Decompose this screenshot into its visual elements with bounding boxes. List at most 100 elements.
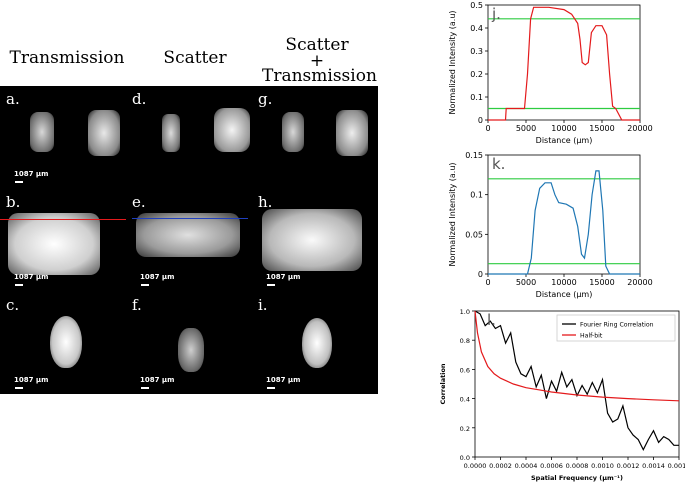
panel-label: j. xyxy=(491,5,501,23)
x-axis-label: Distance (μm) xyxy=(536,136,593,145)
profile-line-blue xyxy=(132,218,248,219)
sample-blob xyxy=(50,316,82,368)
scale-bar xyxy=(15,284,23,286)
panel-b: b. 1087 μm xyxy=(0,189,126,292)
legend-entry: Fourier Ring Correlation xyxy=(580,322,654,329)
y-axis-label: Correlation xyxy=(439,363,447,404)
x-tick-label: 0.0008 xyxy=(566,462,589,470)
x-tick-label: 0.0010 xyxy=(591,462,614,470)
panel-label: l. xyxy=(487,311,496,329)
x-tick-label: 0.0000 xyxy=(464,462,487,470)
legend-entry: Half-bit xyxy=(580,333,603,340)
panel-c: c. 1087 μm xyxy=(0,292,126,394)
scale-label: 1087 μm xyxy=(14,170,49,178)
y-tick-label: 0.15 xyxy=(465,151,483,160)
y-tick-label: 0.4 xyxy=(470,24,483,33)
series-line xyxy=(474,310,679,452)
y-tick-label: 0.2 xyxy=(460,425,470,433)
scale-bar xyxy=(15,387,23,389)
image-grid: a. 1087 μm d. g. b. 1087 μm e. 1087 μm h… xyxy=(0,86,378,394)
y-tick-label: 0 xyxy=(478,270,483,279)
y-tick-label: 0.5 xyxy=(470,1,483,10)
y-tick-label: 1.0 xyxy=(460,308,470,316)
scale-label: 1087 μm xyxy=(266,273,301,281)
scale-label: 1087 μm xyxy=(14,273,49,281)
x-tick-label: 20000 xyxy=(627,124,652,133)
sample-blob xyxy=(302,318,332,368)
scale-bar xyxy=(141,387,149,389)
scale-bar xyxy=(141,284,149,286)
legend-box xyxy=(556,314,676,342)
series-line xyxy=(488,6,640,121)
column-title-plus: + xyxy=(309,51,325,71)
y-tick-label: 0.2 xyxy=(470,70,483,79)
y-tick-label: 0.1 xyxy=(470,191,483,200)
panel-label-c: c. xyxy=(6,296,20,314)
scale-label: 1087 μm xyxy=(14,376,49,384)
x-tick-label: 0.0012 xyxy=(617,462,640,470)
y-tick-label: 0.05 xyxy=(465,230,483,239)
sample-blob xyxy=(30,112,54,152)
column-title-transmission: Transmission xyxy=(9,48,125,68)
scale-bar xyxy=(267,387,275,389)
x-tick-label: 0 xyxy=(485,278,490,287)
y-axis-label: Normalized Intensity (a.u) xyxy=(448,10,457,114)
x-tick-label: 15000 xyxy=(589,124,614,133)
sample-blob xyxy=(8,213,100,275)
panel-d: d. xyxy=(126,86,252,189)
x-tick-label: 10000 xyxy=(551,278,576,287)
panel-e: e. 1087 μm xyxy=(126,189,252,292)
x-tick-label: 0 xyxy=(485,124,490,133)
sample-blob xyxy=(282,112,304,152)
chart-j: 0 5000 10000 15000 20000 0 0.1 0.2 0.3 0.4 0.5 Dist… xyxy=(448,1,653,145)
sample-blob xyxy=(336,110,368,156)
sample-blob xyxy=(162,114,180,152)
y-tick-label: 0 xyxy=(478,116,483,125)
panel-label-a: a. xyxy=(6,90,20,108)
x-tick-label: 5000 xyxy=(516,278,536,287)
scale-bar xyxy=(15,181,23,183)
scale-bar xyxy=(267,284,275,286)
panel-label: k. xyxy=(492,155,505,173)
panel-label-f: f. xyxy=(132,296,142,314)
y-tick-label: 0.4 xyxy=(460,396,470,404)
column-title-scatter-combined: Scatter xyxy=(285,35,349,55)
chart-k: 0 5000 10000 15000 20000 0 0.05 0.1 0.15 Distance… xyxy=(448,151,653,299)
panel-a: a. 1087 μm xyxy=(0,86,126,189)
scale-label: 1087 μm xyxy=(140,273,175,281)
y-tick-label: 0.1 xyxy=(470,93,483,102)
series-line xyxy=(474,310,680,402)
x-tick-label: 0.0002 xyxy=(489,462,512,470)
x-tick-label: 0.0006 xyxy=(540,462,563,470)
panel-h: h. 1087 μm xyxy=(252,189,378,292)
panel-i: i. 1087 μm xyxy=(252,292,378,394)
panel-label-i: i. xyxy=(258,296,268,314)
scale-label: 1087 μm xyxy=(140,376,175,384)
panel-label-b: b. xyxy=(6,193,21,211)
y-tick-label: 0.6 xyxy=(460,366,470,374)
y-tick-label: 0.3 xyxy=(470,47,483,56)
x-tick-label: 0.0016 xyxy=(668,462,685,470)
column-title-scatter: Scatter xyxy=(163,48,227,68)
chart-l: 0.0000 0.0002 0.0004 0.0006 0.0008 0.0010 0.00… xyxy=(439,308,685,482)
x-tick-label: 15000 xyxy=(589,278,614,287)
x-axis-label: Spatial Frequency (μm⁻¹) xyxy=(531,474,623,482)
y-axis-label: Normalized Intensity (a.u) xyxy=(448,162,457,266)
x-tick-label: 10000 xyxy=(551,124,576,133)
panel-label-g: g. xyxy=(258,90,273,108)
sample-blob xyxy=(214,108,250,152)
x-axis-label: Distance (μm) xyxy=(536,290,593,299)
profile-line-red xyxy=(0,219,126,220)
sample-blob xyxy=(136,213,240,257)
x-tick-label: 5000 xyxy=(516,124,536,133)
x-tick-label: 0.0014 xyxy=(642,462,665,470)
sample-blob xyxy=(88,110,120,156)
panel-g: g. xyxy=(252,86,378,189)
scale-label: 1087 μm xyxy=(266,376,301,384)
series-line xyxy=(488,170,640,275)
y-tick-label: 0.8 xyxy=(460,337,470,345)
panel-label-e: e. xyxy=(132,193,146,211)
x-tick-label: 0.0004 xyxy=(515,462,538,470)
panel-label-h: h. xyxy=(258,193,273,211)
panel-f: f. 1087 μm xyxy=(126,292,252,394)
